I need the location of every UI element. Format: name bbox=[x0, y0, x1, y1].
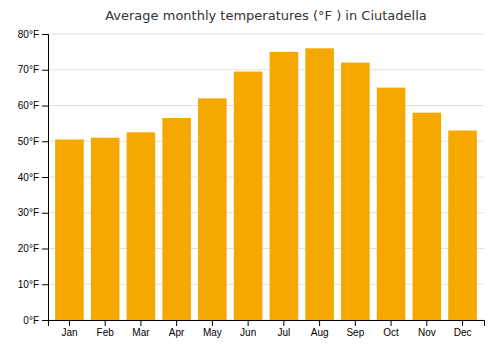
tick: 30°F bbox=[18, 207, 48, 218]
tick: Jan bbox=[61, 320, 77, 338]
tick: Sep bbox=[346, 320, 364, 338]
tick: 50°F bbox=[18, 136, 48, 147]
tick-mark bbox=[248, 320, 249, 326]
tick-mark bbox=[105, 320, 106, 326]
tick-label: Jul bbox=[277, 327, 290, 338]
tick-mark bbox=[176, 320, 177, 326]
tick-label: Aug bbox=[311, 327, 329, 338]
chart: 0°F 10°F 20°F 30°F 40°F 50°F 60°F 70°F 80°F Jan Fe… bbox=[0, 0, 500, 350]
tick: Mar bbox=[132, 320, 150, 338]
bar bbox=[55, 139, 84, 320]
tick: Jun bbox=[240, 320, 256, 338]
tick-mark bbox=[140, 320, 141, 326]
plot: 0°F 10°F 20°F 30°F 40°F 50°F 60°F 70°F 80°F Jan Fe… bbox=[18, 29, 485, 338]
grid-line bbox=[48, 69, 484, 70]
tick-mark bbox=[426, 320, 427, 326]
tick-label: 80°F bbox=[18, 29, 39, 40]
tick-label: 50°F bbox=[18, 136, 39, 147]
tick: 80°F bbox=[18, 29, 48, 40]
tick-label: Nov bbox=[418, 327, 436, 338]
grid-line bbox=[48, 105, 484, 106]
tick: Dec bbox=[454, 320, 472, 338]
axis-line bbox=[49, 321, 485, 327]
tick-mark bbox=[42, 249, 48, 250]
title: Average monthly temperatures (°F ) in Ci… bbox=[105, 8, 427, 23]
tick: Apr bbox=[169, 320, 185, 338]
tick-mark bbox=[283, 320, 284, 326]
bar bbox=[91, 138, 120, 320]
tick-label: Oct bbox=[383, 327, 399, 338]
tick: Aug bbox=[311, 320, 329, 338]
tick-mark bbox=[462, 320, 463, 326]
tick: 70°F bbox=[18, 64, 48, 75]
tick: Nov bbox=[418, 320, 436, 338]
tick-label: 10°F bbox=[18, 279, 39, 290]
tick: May bbox=[203, 320, 222, 338]
tick-label: Feb bbox=[97, 327, 115, 338]
bar bbox=[234, 72, 263, 320]
tick-label: 60°F bbox=[18, 100, 39, 111]
x-axis: Jan Feb Mar Apr May Jun Jul Aug Sep Oct Nov Dec bbox=[49, 320, 485, 338]
tick: 60°F bbox=[18, 100, 48, 111]
bar bbox=[448, 131, 477, 320]
tick-mark bbox=[319, 320, 320, 326]
y-axis: 0°F 10°F 20°F 30°F 40°F 50°F 60°F 70°F 80°F bbox=[18, 29, 49, 326]
tick-label: Apr bbox=[169, 327, 185, 338]
tick: 10°F bbox=[18, 279, 48, 290]
tick-label: Sep bbox=[346, 327, 364, 338]
tick-mark bbox=[42, 213, 48, 214]
tick-label: Jun bbox=[240, 327, 256, 338]
tick: Oct bbox=[383, 320, 399, 338]
tick-mark bbox=[69, 320, 70, 326]
tick: 40°F bbox=[18, 172, 48, 183]
tick-label: Jan bbox=[61, 327, 77, 338]
tick-mark bbox=[42, 320, 48, 321]
tick-mark bbox=[212, 320, 213, 326]
bar bbox=[162, 118, 191, 320]
bar bbox=[127, 132, 156, 320]
tick-mark bbox=[42, 70, 48, 71]
tick: 0°F bbox=[23, 315, 48, 326]
tick: Feb bbox=[97, 320, 115, 338]
tick-mark bbox=[355, 320, 356, 326]
tick-label: 0°F bbox=[23, 315, 39, 326]
bar bbox=[270, 52, 299, 320]
axis-line bbox=[42, 35, 49, 321]
tick: 20°F bbox=[18, 243, 48, 254]
tick-label: 70°F bbox=[18, 64, 39, 75]
tick: Jul bbox=[277, 320, 290, 338]
bar bbox=[413, 113, 442, 320]
tick-mark bbox=[42, 34, 48, 35]
bar bbox=[341, 63, 370, 320]
tick-label: Dec bbox=[454, 327, 472, 338]
tick-label: 20°F bbox=[18, 243, 39, 254]
bar bbox=[305, 48, 334, 320]
bar bbox=[377, 88, 406, 320]
grid-line bbox=[48, 34, 484, 35]
tick-mark bbox=[42, 106, 48, 107]
grid bbox=[48, 34, 484, 320]
tick-label: May bbox=[203, 327, 222, 338]
bar bbox=[198, 98, 227, 320]
bars bbox=[55, 48, 477, 320]
tick-label: 30°F bbox=[18, 207, 39, 218]
tick-mark bbox=[42, 284, 48, 285]
tick-mark bbox=[391, 320, 392, 326]
tick-label: 40°F bbox=[18, 172, 39, 183]
tick-mark bbox=[42, 177, 48, 178]
tick-label: Mar bbox=[132, 327, 150, 338]
tick-mark bbox=[42, 141, 48, 142]
